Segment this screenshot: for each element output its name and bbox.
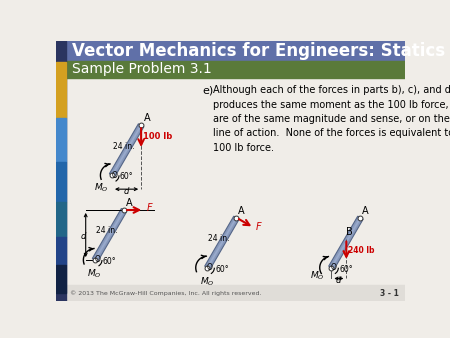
Bar [56, 202, 66, 237]
Polygon shape [331, 217, 361, 268]
Polygon shape [207, 217, 237, 268]
Bar [66, 285, 405, 301]
Polygon shape [94, 210, 125, 261]
Bar [56, 118, 66, 162]
Text: A: A [362, 206, 369, 216]
Text: $d$: $d$ [123, 185, 130, 196]
Text: $d$: $d$ [335, 274, 342, 285]
Bar [66, 62, 405, 77]
Text: $M_O$: $M_O$ [310, 269, 324, 282]
Text: B: B [346, 227, 353, 237]
Text: $F$: $F$ [256, 220, 263, 232]
Text: O: O [94, 255, 100, 264]
Bar [56, 265, 66, 293]
Bar [66, 41, 405, 62]
Text: Although each of the forces in parts b), c), and d)
produces the same moment as : Although each of the forces in parts b),… [213, 85, 450, 153]
Text: 60°: 60° [215, 265, 229, 273]
Text: © 2013 The McGraw-Hill Companies, Inc. All rights reserved.: © 2013 The McGraw-Hill Companies, Inc. A… [70, 290, 262, 296]
Text: A: A [126, 198, 132, 208]
Text: $d$: $d$ [80, 230, 87, 241]
Text: A: A [238, 206, 245, 216]
Polygon shape [205, 216, 239, 269]
Text: e): e) [202, 85, 213, 95]
Text: 100 lb: 100 lb [143, 132, 172, 141]
Text: 60°: 60° [103, 257, 116, 266]
Polygon shape [328, 216, 363, 269]
Text: $M_O$: $M_O$ [200, 276, 214, 288]
Text: Vector Mechanics for Engineers: Statics: Vector Mechanics for Engineers: Statics [72, 42, 445, 61]
Text: 24 in.: 24 in. [208, 234, 230, 243]
Polygon shape [111, 125, 142, 176]
Bar [66, 77, 405, 292]
Text: $F$: $F$ [146, 201, 153, 213]
Polygon shape [109, 124, 144, 177]
Text: 60°: 60° [339, 265, 353, 273]
Text: $M_O$: $M_O$ [87, 268, 102, 281]
Bar [56, 62, 66, 118]
Text: Sample Problem 3.1: Sample Problem 3.1 [72, 62, 212, 76]
Bar [56, 162, 66, 202]
Text: O: O [207, 263, 212, 272]
Text: 240 lb: 240 lb [348, 246, 374, 255]
Text: 60°: 60° [120, 172, 133, 181]
Text: 24 in.: 24 in. [112, 142, 134, 151]
Text: $M_O$: $M_O$ [94, 182, 109, 194]
Text: 3 - 1: 3 - 1 [380, 289, 399, 298]
Bar [56, 41, 66, 301]
Text: O: O [331, 263, 337, 272]
Text: O: O [111, 171, 117, 179]
Bar [56, 237, 66, 265]
Text: A: A [144, 114, 150, 123]
Text: 24 in.: 24 in. [95, 226, 117, 236]
Polygon shape [92, 209, 127, 262]
